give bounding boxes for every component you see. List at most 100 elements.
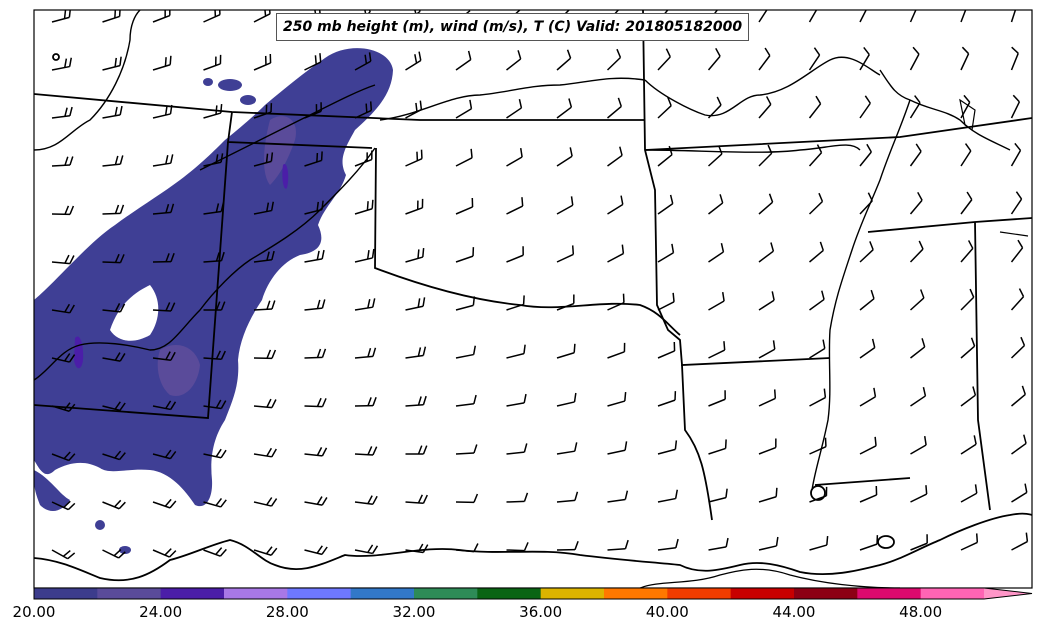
wind-barb xyxy=(455,296,476,311)
wind-barb xyxy=(102,549,126,559)
wind-barb xyxy=(556,245,575,263)
blob xyxy=(218,79,242,91)
wind-barb xyxy=(909,289,925,311)
wind-barb xyxy=(405,346,427,359)
state-border xyxy=(974,221,991,511)
wind-barb xyxy=(354,248,375,263)
wind-barb xyxy=(1010,288,1025,311)
blob xyxy=(119,546,131,554)
wind-barb xyxy=(809,339,826,359)
wind-barb xyxy=(657,243,675,263)
wind-barb xyxy=(152,400,177,411)
lake xyxy=(959,98,976,132)
wind-barb xyxy=(859,46,870,71)
wind-barb xyxy=(909,46,920,71)
wind-barb xyxy=(354,446,378,456)
colorbar xyxy=(33,587,1033,600)
wind-barb xyxy=(51,451,76,462)
wind-barb xyxy=(708,488,728,503)
wind-barb xyxy=(960,484,978,503)
wind-barb xyxy=(758,487,778,503)
core-24b xyxy=(282,164,289,189)
colorbar-bin xyxy=(794,588,858,599)
wind-barb xyxy=(304,299,326,311)
wind-barb xyxy=(203,54,222,71)
wind-barb xyxy=(859,338,876,359)
wind-barb xyxy=(152,302,176,312)
wind-barb xyxy=(405,198,424,215)
wind-barb xyxy=(708,194,724,215)
wind-barb xyxy=(859,95,871,119)
colorbar-tick-label: 48.00 xyxy=(899,603,943,621)
wind-barb xyxy=(910,386,927,407)
wind-barb xyxy=(253,447,277,458)
wind-barb xyxy=(808,144,823,167)
wind-barb xyxy=(51,353,76,363)
wind-barb xyxy=(102,155,124,167)
state-border xyxy=(642,10,831,366)
wind-barb xyxy=(657,48,671,71)
wind-barb xyxy=(506,393,527,407)
wind-barb xyxy=(1011,385,1026,407)
wind-barb xyxy=(51,500,76,511)
coastline xyxy=(639,568,901,588)
wind-barb xyxy=(405,445,428,455)
wind-barb xyxy=(405,248,425,263)
wind-barb xyxy=(556,540,579,551)
lake xyxy=(52,53,60,61)
wind-barb xyxy=(51,106,73,119)
wind-barb xyxy=(1011,532,1029,551)
wind-barb xyxy=(102,253,125,264)
wind-barb xyxy=(808,10,818,23)
wind-barb xyxy=(506,246,524,263)
wind-barb xyxy=(455,444,478,455)
river xyxy=(811,99,911,491)
wind-barb xyxy=(253,152,274,167)
wind-barb xyxy=(657,145,673,167)
wind-barb xyxy=(758,438,777,455)
wind-barb xyxy=(506,492,529,503)
wind-barb xyxy=(758,96,772,119)
wind-barb xyxy=(910,435,927,455)
wind-speed-shading xyxy=(34,48,393,554)
wind-barb xyxy=(657,292,675,311)
state-border xyxy=(814,477,911,486)
wind-barb xyxy=(304,249,325,263)
state-border xyxy=(34,93,645,121)
wind-barb xyxy=(657,97,672,119)
colorbar-bin xyxy=(667,588,732,599)
wind-barb xyxy=(607,441,628,455)
wind-barb xyxy=(51,156,74,167)
wind-barb xyxy=(354,396,377,407)
wind-barb xyxy=(1010,10,1017,23)
wind-barb xyxy=(960,94,971,119)
wind-barb xyxy=(809,290,825,311)
wind-barb xyxy=(506,443,528,455)
wind-barb xyxy=(657,194,674,215)
wind-barb xyxy=(960,386,977,407)
colorbar-tick-label: 40.00 xyxy=(645,603,689,621)
wind-barb xyxy=(102,105,123,119)
colorbar-bin xyxy=(540,588,605,599)
wind-barb xyxy=(253,300,276,311)
wind-barb xyxy=(708,242,725,263)
wind-barb xyxy=(506,147,523,167)
colorbar-bin xyxy=(730,588,795,599)
wind-barb xyxy=(253,53,272,71)
river xyxy=(379,77,646,121)
wind-barb xyxy=(51,549,76,560)
wind-barb xyxy=(859,192,873,215)
wind-barb xyxy=(1010,191,1023,215)
wind-barb xyxy=(708,291,725,311)
wind-barb xyxy=(455,394,477,407)
wind-barb xyxy=(253,201,275,215)
wind-barb xyxy=(506,50,522,71)
wind-barb xyxy=(556,98,573,119)
wind-barb xyxy=(758,242,775,263)
wind-barb xyxy=(102,352,126,362)
wind-barb xyxy=(1010,336,1026,359)
wind-barb xyxy=(102,56,122,71)
coastline xyxy=(34,512,1032,582)
wind-barb xyxy=(405,149,423,167)
